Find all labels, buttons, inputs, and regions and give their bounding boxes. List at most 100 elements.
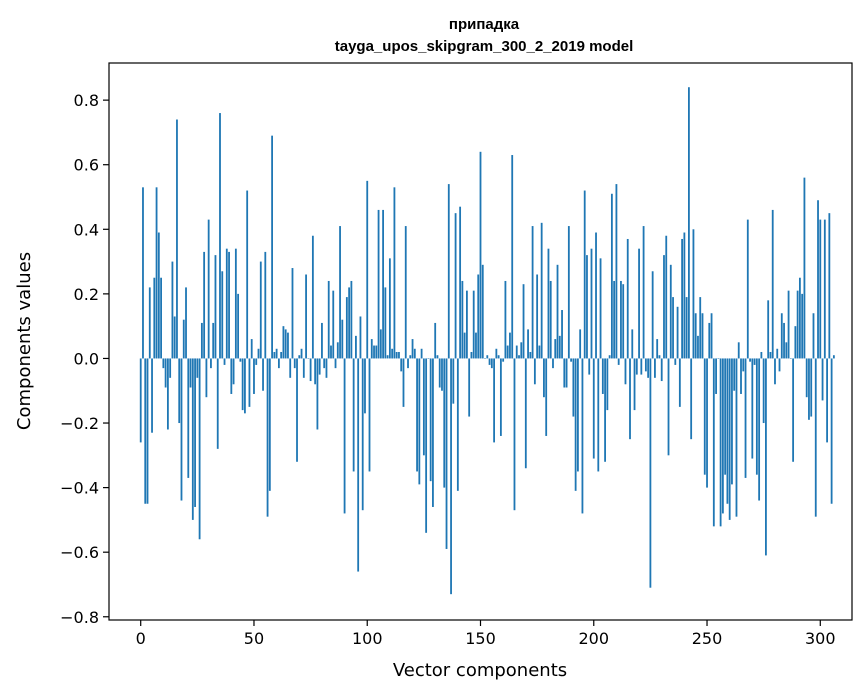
bar	[210, 358, 212, 369]
bar	[357, 358, 360, 572]
bar	[241, 358, 244, 411]
bar	[828, 213, 831, 359]
bar	[311, 235, 314, 359]
x-tick-label: 100	[352, 629, 383, 648]
bar	[509, 332, 511, 359]
x-tick-label: 300	[805, 629, 836, 648]
bar	[400, 358, 403, 372]
bar	[377, 209, 380, 359]
bar	[529, 351, 532, 359]
bar	[633, 358, 636, 411]
bar	[635, 358, 638, 375]
bar	[624, 358, 627, 385]
bar	[613, 280, 616, 359]
bar	[187, 358, 190, 478]
bar	[617, 358, 620, 365]
bar	[694, 313, 697, 359]
bar	[590, 248, 593, 359]
bar	[454, 213, 457, 359]
bar	[228, 251, 230, 359]
bar	[160, 277, 162, 359]
bar	[452, 358, 455, 404]
bar	[443, 358, 446, 488]
bar	[595, 232, 597, 359]
bar	[316, 358, 319, 430]
bar	[345, 297, 348, 359]
bar	[615, 184, 618, 359]
bar	[429, 358, 432, 482]
bar	[681, 238, 684, 359]
bar	[456, 358, 459, 491]
bar	[445, 358, 448, 549]
bar	[407, 358, 409, 369]
bar	[599, 258, 602, 359]
bar	[733, 358, 736, 391]
bar	[470, 351, 473, 359]
bar	[323, 358, 326, 369]
bar	[366, 180, 369, 359]
y-tick-label: 0.2	[74, 285, 99, 304]
bar	[814, 358, 817, 517]
x-tick-label: 250	[692, 629, 723, 648]
bar	[785, 342, 788, 359]
bar	[556, 264, 559, 359]
bar	[216, 358, 219, 449]
bar	[173, 316, 176, 359]
bar	[232, 358, 235, 385]
x-axis: 0 50 100 150 200 250 300	[136, 620, 836, 648]
bar	[341, 319, 344, 359]
bar	[343, 358, 346, 514]
bar	[463, 332, 466, 359]
bar	[697, 335, 699, 359]
bar	[570, 358, 573, 362]
bar	[146, 358, 149, 504]
bar	[742, 358, 745, 372]
bar	[368, 358, 371, 472]
bar	[688, 87, 690, 359]
bar	[205, 358, 208, 398]
bar	[277, 358, 280, 369]
bar	[459, 206, 462, 359]
bar	[425, 358, 428, 533]
bar	[554, 339, 557, 359]
bar	[490, 358, 493, 369]
bar	[432, 358, 434, 507]
bar	[760, 351, 763, 359]
bar	[151, 358, 153, 433]
bar	[586, 255, 588, 359]
bar	[744, 358, 747, 478]
bar	[767, 300, 770, 359]
bar	[792, 358, 795, 462]
bar	[262, 358, 264, 391]
bar	[230, 358, 233, 394]
bar	[540, 222, 543, 359]
bar	[413, 348, 416, 359]
bar	[221, 271, 224, 359]
bar	[493, 358, 495, 443]
bar	[620, 280, 622, 359]
plot-frame	[108, 62, 853, 621]
bar	[592, 358, 595, 459]
bar	[479, 151, 482, 359]
bar	[558, 335, 561, 359]
bar	[676, 306, 679, 359]
bar	[771, 209, 774, 359]
bar	[305, 274, 307, 359]
bar	[275, 348, 278, 359]
x-tick-label: 200	[578, 629, 609, 648]
bar	[776, 348, 779, 359]
bar	[524, 358, 527, 469]
bar	[488, 358, 491, 365]
bar	[830, 358, 833, 504]
bar	[690, 358, 693, 440]
bar	[769, 351, 772, 359]
bar	[191, 358, 194, 520]
bar	[355, 335, 357, 359]
bar	[832, 355, 835, 359]
bar	[334, 358, 337, 369]
bar	[200, 322, 203, 359]
bar	[597, 358, 600, 472]
bar	[416, 358, 418, 472]
bar	[552, 358, 554, 369]
y-tick-label: 0.4	[74, 220, 99, 239]
